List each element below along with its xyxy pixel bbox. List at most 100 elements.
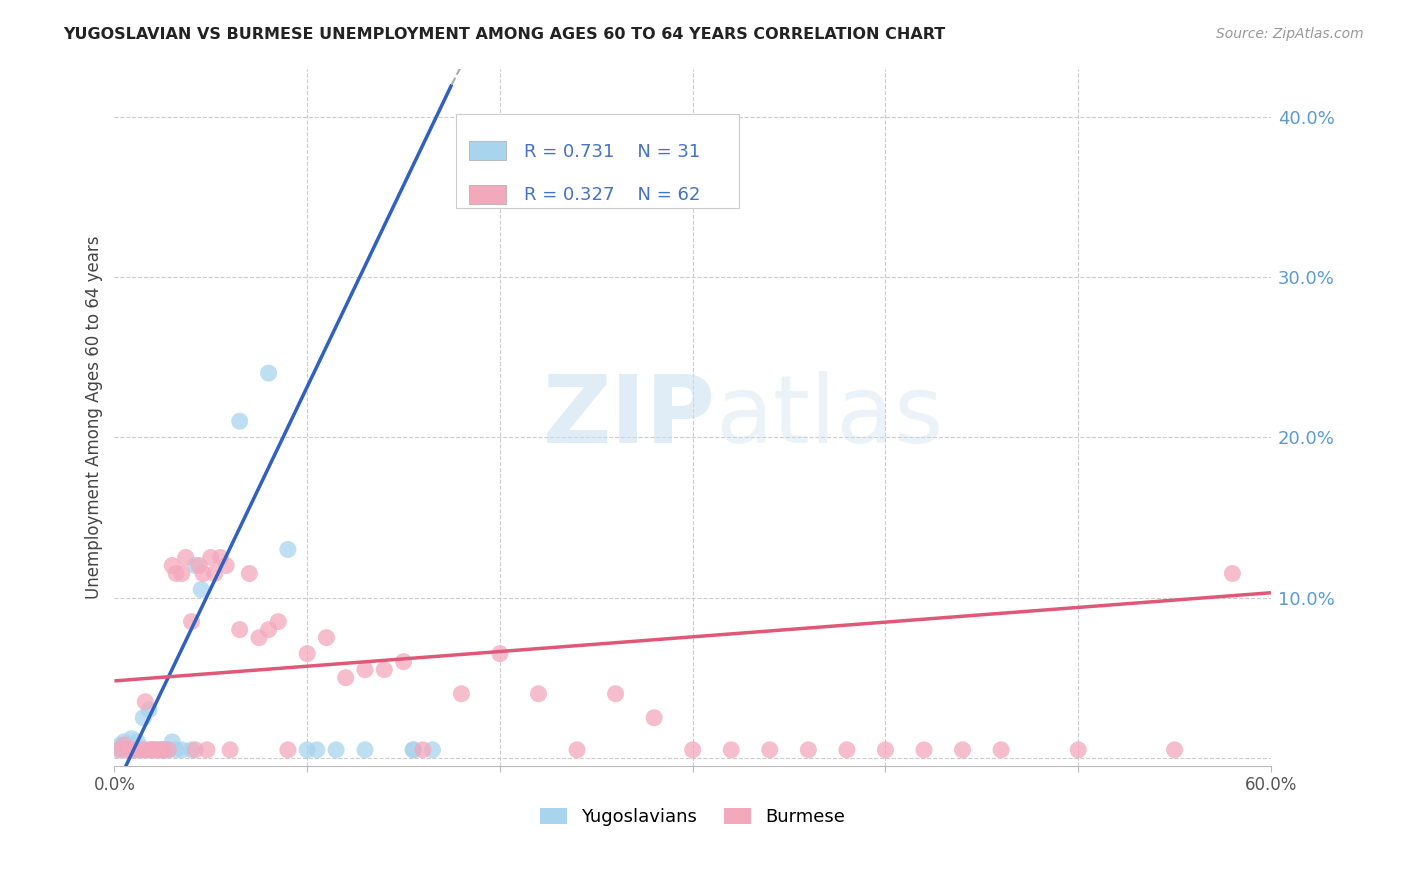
Point (1067, 743, 1090, 757)
Y-axis label: Unemployment Among Ages 60 to 64 years: Unemployment Among Ages 60 to 64 years (86, 235, 103, 599)
Point (402, 743, 425, 757)
FancyBboxPatch shape (456, 114, 740, 208)
Point (112, 735, 135, 749)
Point (835, 743, 858, 757)
Point (335, 671, 357, 685)
Point (195, 743, 218, 757)
Point (117, 739, 139, 754)
Point (228, 623, 250, 637)
Point (912, 743, 935, 757)
Point (157, 743, 180, 757)
Point (134, 695, 156, 709)
Text: YUGOSLAVIAN VS BURMESE UNEMPLOYMENT AMONG AGES 60 TO 64 YEARS CORRELATION CHART: YUGOSLAVIAN VS BURMESE UNEMPLOYMENT AMON… (63, 27, 945, 42)
Point (108, 743, 131, 757)
Point (990, 743, 1012, 757)
Point (149, 743, 172, 757)
Point (190, 582, 212, 597)
Point (277, 743, 299, 757)
Point (118, 743, 141, 757)
Point (165, 566, 187, 581)
Point (354, 743, 377, 757)
Point (146, 743, 169, 757)
Point (209, 550, 232, 565)
Point (797, 743, 820, 757)
Point (138, 743, 160, 757)
Point (412, 743, 434, 757)
Point (152, 743, 174, 757)
Point (682, 743, 704, 757)
Point (152, 743, 174, 757)
Text: ZIP: ZIP (543, 371, 716, 463)
Point (132, 711, 155, 725)
Point (422, 743, 444, 757)
Point (118, 743, 141, 757)
Point (170, 743, 193, 757)
Point (162, 558, 184, 573)
Point (121, 731, 143, 746)
Point (180, 743, 202, 757)
Text: Source: ZipAtlas.com: Source: ZipAtlas.com (1216, 27, 1364, 41)
Point (1222, 566, 1244, 581)
Point (720, 743, 742, 757)
Point (174, 550, 197, 565)
Point (325, 743, 347, 757)
Point (305, 743, 328, 757)
Point (170, 566, 193, 581)
Point (162, 735, 184, 749)
Point (191, 566, 214, 581)
Point (489, 647, 512, 661)
Point (565, 743, 588, 757)
Point (204, 566, 226, 581)
Point (188, 558, 211, 573)
Point (127, 735, 149, 749)
Point (758, 743, 780, 757)
Point (402, 743, 425, 757)
Point (247, 631, 270, 645)
Point (117, 743, 139, 757)
Point (315, 631, 337, 645)
Legend: Yugoslavians, Burmese: Yugoslavians, Burmese (533, 801, 853, 833)
Point (277, 542, 299, 557)
Point (952, 743, 974, 757)
FancyBboxPatch shape (470, 185, 506, 203)
Text: R = 0.327    N = 62: R = 0.327 N = 62 (524, 186, 700, 204)
Point (257, 366, 280, 380)
Point (111, 741, 134, 756)
Point (643, 711, 665, 725)
Point (295, 647, 318, 661)
Point (184, 743, 207, 757)
Point (875, 743, 897, 757)
Point (139, 743, 162, 757)
Point (1163, 743, 1185, 757)
Point (132, 743, 155, 757)
Point (122, 743, 145, 757)
Point (127, 743, 149, 757)
Point (157, 743, 180, 757)
Point (153, 743, 176, 757)
Point (165, 743, 187, 757)
Point (373, 663, 395, 677)
Point (134, 743, 156, 757)
Point (138, 703, 160, 717)
Point (107, 743, 129, 757)
Point (122, 738, 145, 752)
Point (605, 687, 627, 701)
Text: R = 0.731    N = 31: R = 0.731 N = 31 (524, 143, 700, 161)
Text: atlas: atlas (716, 371, 943, 463)
Point (146, 743, 169, 757)
Point (132, 743, 155, 757)
Point (219, 743, 242, 757)
Point (228, 414, 250, 428)
Point (392, 655, 415, 669)
Point (238, 566, 260, 581)
Point (128, 743, 150, 757)
Point (527, 687, 550, 701)
Point (295, 743, 318, 757)
Point (200, 550, 222, 565)
Point (149, 743, 172, 757)
Point (215, 558, 238, 573)
FancyBboxPatch shape (470, 141, 506, 160)
Point (142, 743, 165, 757)
Point (142, 743, 165, 757)
Point (139, 743, 162, 757)
